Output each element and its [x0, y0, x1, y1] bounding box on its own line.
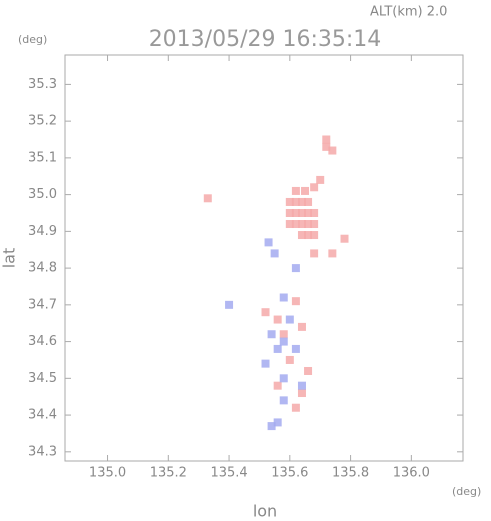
- x-tick-label: 135.6: [271, 466, 308, 481]
- data-point: [279, 337, 288, 346]
- plot-frame: [64, 54, 464, 462]
- data-point: [285, 220, 294, 229]
- data-point: [267, 330, 276, 339]
- data-point: [310, 220, 319, 229]
- y-tick-label: 35.2: [28, 114, 57, 129]
- data-point: [328, 249, 337, 258]
- y-tick-label: 35.3: [28, 77, 57, 92]
- data-point: [285, 315, 294, 324]
- data-point: [297, 197, 306, 206]
- y-tick-label: 34.3: [28, 444, 57, 459]
- data-point: [310, 183, 319, 192]
- data-point: [297, 208, 306, 217]
- data-point: [291, 208, 300, 217]
- data-point: [297, 231, 306, 240]
- data-point: [297, 389, 306, 398]
- data-point: [322, 135, 331, 144]
- data-point: [285, 355, 294, 364]
- data-point: [279, 396, 288, 405]
- y-tick-label: 35.1: [28, 150, 57, 165]
- data-point: [310, 231, 319, 240]
- data-point: [291, 264, 300, 273]
- x-tick-label: 136.0: [393, 466, 430, 481]
- data-point: [273, 315, 282, 324]
- data-point: [264, 238, 273, 247]
- y-tick-label: 34.4: [28, 408, 57, 423]
- y-tick-label: 34.8: [28, 261, 57, 276]
- annotation: ALT(km) 2.0: [370, 5, 447, 20]
- data-point: [328, 146, 337, 155]
- y-tick-label: 34.5: [28, 371, 57, 386]
- x-tick-label: 135.0: [89, 466, 126, 481]
- data-point: [291, 403, 300, 412]
- y-unit: (deg): [18, 33, 47, 46]
- data-point: [285, 197, 294, 206]
- data-point: [267, 422, 276, 431]
- x-axis-label: lon: [253, 502, 277, 521]
- data-point: [304, 220, 313, 229]
- y-tick-label: 35.0: [28, 187, 57, 202]
- data-point: [310, 208, 319, 217]
- data-point: [291, 297, 300, 306]
- x-unit: (deg): [452, 485, 481, 498]
- data-point: [285, 208, 294, 217]
- data-point: [291, 186, 300, 195]
- data-point: [297, 381, 306, 390]
- data-point: [304, 208, 313, 217]
- data-point: [270, 249, 279, 258]
- data-point: [291, 197, 300, 206]
- data-point: [304, 231, 313, 240]
- data-point: [291, 344, 300, 353]
- x-tick-label: 135.8: [332, 466, 369, 481]
- data-point: [310, 249, 319, 258]
- y-axis-label: lat: [0, 248, 19, 269]
- data-point: [340, 234, 349, 243]
- data-point: [279, 374, 288, 383]
- data-point: [273, 381, 282, 390]
- data-point: [297, 322, 306, 331]
- x-tick-label: 135.2: [150, 466, 187, 481]
- data-point: [261, 359, 270, 368]
- data-point: [225, 300, 234, 309]
- y-tick-label: 34.6: [28, 334, 57, 349]
- data-point: [316, 175, 325, 184]
- y-tick-label: 34.7: [28, 297, 57, 312]
- y-tick-label: 34.9: [28, 224, 57, 239]
- data-point: [304, 197, 313, 206]
- data-point: [279, 330, 288, 339]
- data-point: [291, 220, 300, 229]
- data-point: [261, 308, 270, 317]
- data-point: [273, 418, 282, 427]
- data-point: [273, 344, 282, 353]
- x-tick-label: 135.4: [210, 466, 247, 481]
- data-point: [203, 194, 212, 203]
- data-point: [322, 142, 331, 151]
- data-point: [279, 293, 288, 302]
- chart-title: 2013/05/29 16:35:14: [149, 27, 382, 52]
- data-point: [301, 186, 310, 195]
- data-point: [297, 220, 306, 229]
- data-point: [304, 366, 313, 375]
